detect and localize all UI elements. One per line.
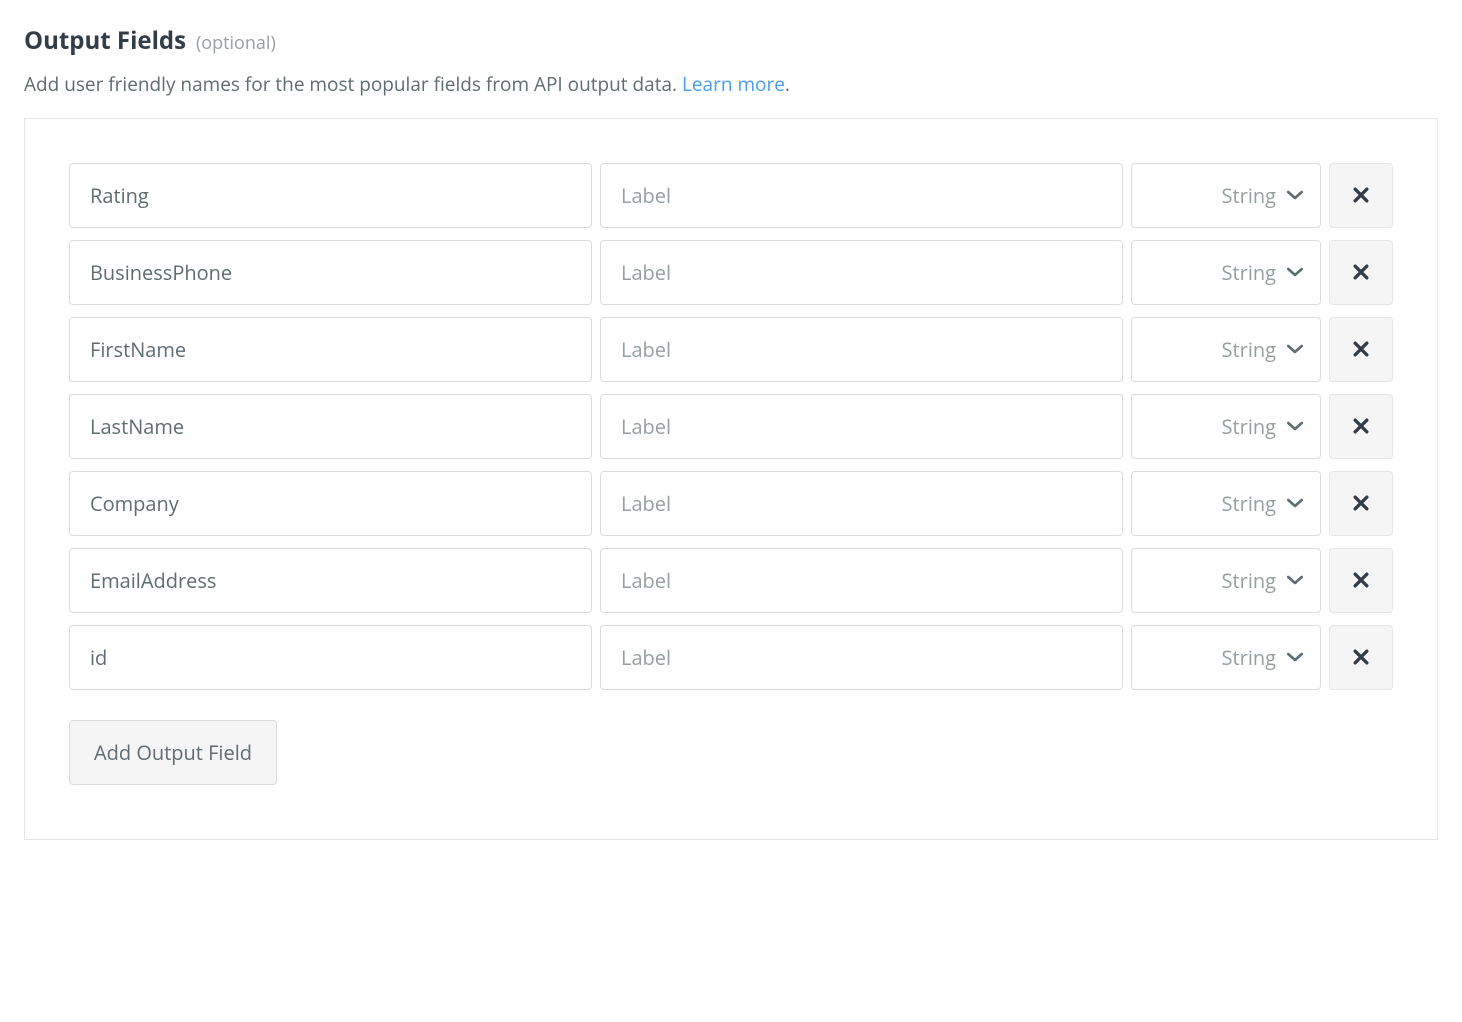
- chevron-down-icon: [1286, 574, 1304, 586]
- field-type-value: String: [1222, 413, 1276, 440]
- remove-field-button[interactable]: [1329, 471, 1393, 536]
- field-type-value: String: [1222, 259, 1276, 286]
- field-key-input[interactable]: [69, 317, 592, 382]
- chevron-down-icon: [1286, 343, 1304, 355]
- close-icon: [1351, 339, 1371, 359]
- output-fields-panel: String String String: [24, 118, 1438, 840]
- field-type-select[interactable]: String: [1131, 163, 1321, 228]
- field-label-input[interactable]: [600, 471, 1123, 536]
- description-text: Add user friendly names for the most pop…: [24, 71, 682, 97]
- field-key-input[interactable]: [69, 471, 592, 536]
- remove-field-button[interactable]: [1329, 394, 1393, 459]
- output-field-row: String: [69, 471, 1393, 536]
- close-icon: [1351, 262, 1371, 282]
- field-type-select[interactable]: String: [1131, 625, 1321, 690]
- output-field-row: String: [69, 163, 1393, 228]
- output-field-row: String: [69, 394, 1393, 459]
- field-key-input[interactable]: [69, 548, 592, 613]
- field-type-value: String: [1222, 336, 1276, 363]
- field-label-input[interactable]: [600, 625, 1123, 690]
- field-type-select[interactable]: String: [1131, 471, 1321, 536]
- close-icon: [1351, 185, 1371, 205]
- output-field-row: String: [69, 548, 1393, 613]
- chevron-down-icon: [1286, 420, 1304, 432]
- field-label-input[interactable]: [600, 317, 1123, 382]
- field-label-input[interactable]: [600, 394, 1123, 459]
- field-type-select[interactable]: String: [1131, 394, 1321, 459]
- field-key-input[interactable]: [69, 240, 592, 305]
- output-field-row: String: [69, 240, 1393, 305]
- field-key-input[interactable]: [69, 625, 592, 690]
- remove-field-button[interactable]: [1329, 317, 1393, 382]
- field-label-input[interactable]: [600, 163, 1123, 228]
- section-description: Add user friendly names for the most pop…: [24, 71, 1438, 98]
- close-icon: [1351, 416, 1371, 436]
- close-icon: [1351, 647, 1371, 667]
- close-icon: [1351, 570, 1371, 590]
- field-type-select[interactable]: String: [1131, 548, 1321, 613]
- description-post: .: [785, 71, 790, 97]
- field-key-input[interactable]: [69, 163, 592, 228]
- field-label-input[interactable]: [600, 240, 1123, 305]
- close-icon: [1351, 493, 1371, 513]
- field-label-input[interactable]: [600, 548, 1123, 613]
- chevron-down-icon: [1286, 651, 1304, 663]
- section-optional-label: (optional): [196, 31, 276, 55]
- field-type-value: String: [1222, 644, 1276, 671]
- chevron-down-icon: [1286, 189, 1304, 201]
- section-title: Output Fields: [24, 24, 186, 57]
- remove-field-button[interactable]: [1329, 163, 1393, 228]
- add-output-field-button[interactable]: Add Output Field: [69, 720, 277, 785]
- remove-field-button[interactable]: [1329, 625, 1393, 690]
- chevron-down-icon: [1286, 266, 1304, 278]
- field-type-select[interactable]: String: [1131, 317, 1321, 382]
- field-type-value: String: [1222, 490, 1276, 517]
- output-field-row: String: [69, 317, 1393, 382]
- section-header: Output Fields (optional): [24, 24, 1438, 57]
- chevron-down-icon: [1286, 497, 1304, 509]
- field-type-value: String: [1222, 567, 1276, 594]
- remove-field-button[interactable]: [1329, 240, 1393, 305]
- field-key-input[interactable]: [69, 394, 592, 459]
- field-type-value: String: [1222, 182, 1276, 209]
- output-field-row: String: [69, 625, 1393, 690]
- remove-field-button[interactable]: [1329, 548, 1393, 613]
- learn-more-link[interactable]: Learn more: [682, 71, 785, 97]
- field-type-select[interactable]: String: [1131, 240, 1321, 305]
